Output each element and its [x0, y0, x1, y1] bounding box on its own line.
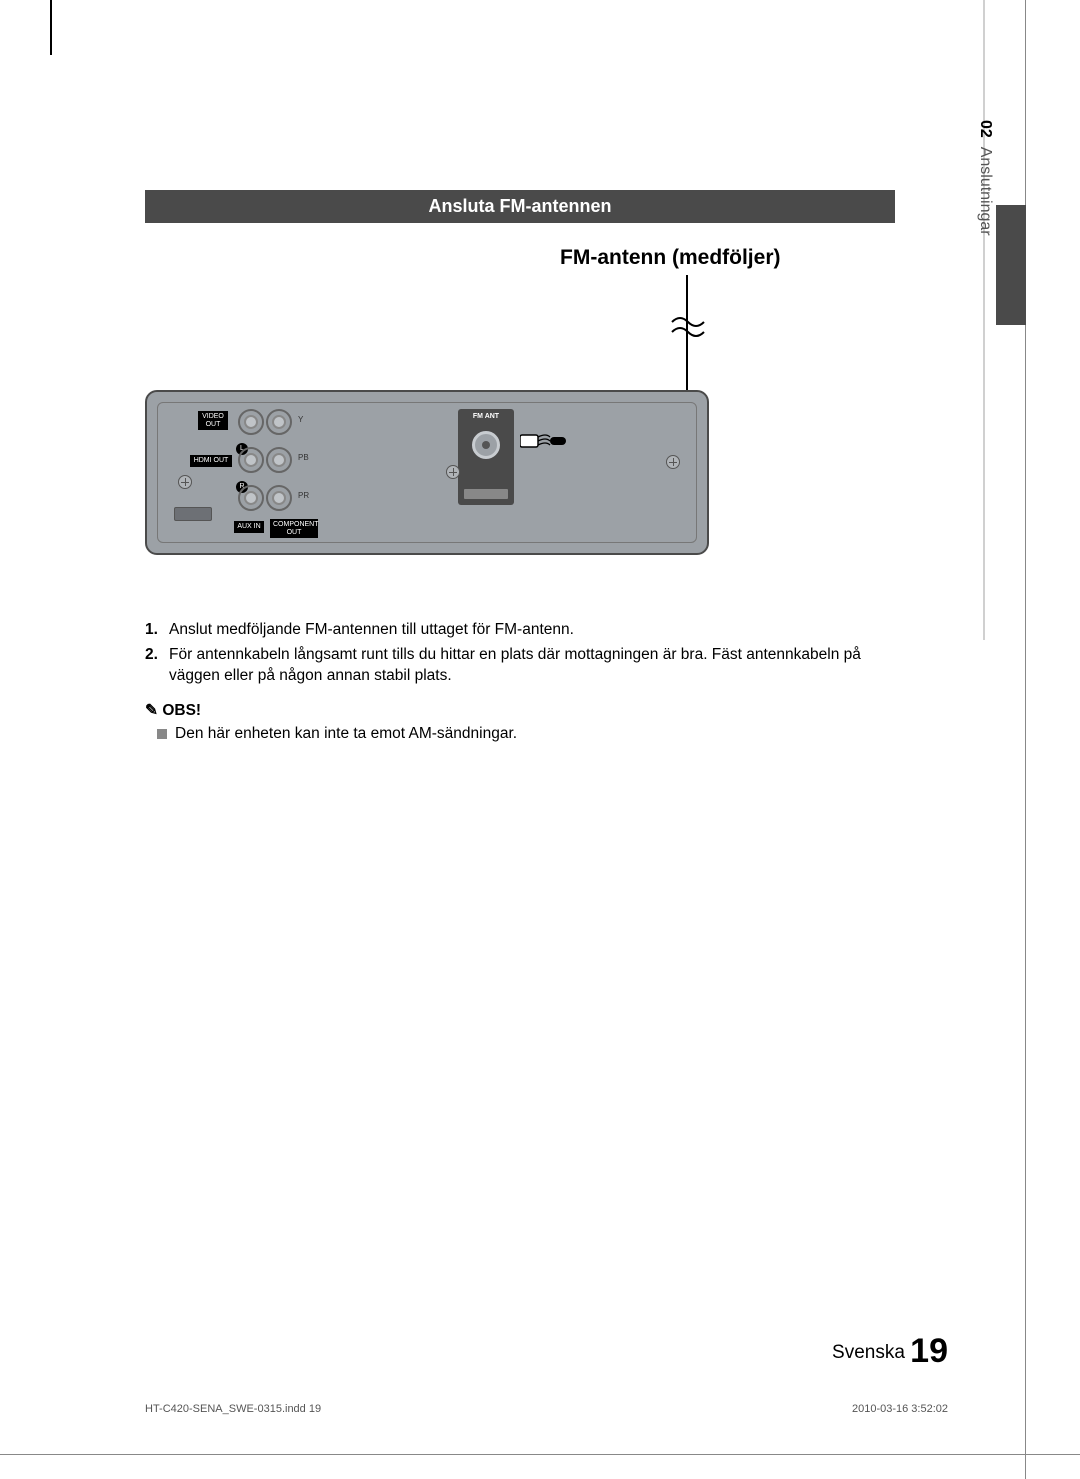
- step-2-text: För antennkabeln långsamt runt tills du …: [169, 645, 895, 687]
- antenna-curl-icon: [670, 310, 706, 346]
- rca-video-row1: [238, 409, 292, 435]
- label-video-out: VIDEOOUT: [198, 411, 228, 430]
- crop-mark-top: [50, 0, 52, 55]
- section-banner: Ansluta FM-antennen: [145, 190, 895, 223]
- side-tab-text: 02 Anslutningar: [976, 120, 994, 236]
- screw-fm-left: [446, 465, 460, 479]
- print-stamp: 2010-03-16 3:52:02: [852, 1403, 948, 1415]
- label-hdmi-out: HDMI OUT: [190, 455, 232, 467]
- side-tab-dark: [996, 205, 1026, 325]
- footer-lang: Svenska: [832, 1342, 905, 1363]
- fm-jack: [472, 431, 500, 459]
- label-fm-ant: FM ANT: [458, 413, 514, 420]
- screw-left: [178, 475, 192, 489]
- print-meta: HT-C420-SENA_SWE-0315.indd 19 2010-03-16…: [145, 1403, 948, 1415]
- step-1-text: Anslut medföljande FM-antennen till utta…: [169, 620, 574, 641]
- step-1: 1. Anslut medföljande FM-antennen till u…: [145, 620, 895, 641]
- label-pr: PR: [298, 491, 309, 500]
- label-component-out: COMPONENTOUT: [270, 519, 318, 538]
- print-file: HT-C420-SENA_SWE-0315.indd 19: [145, 1403, 321, 1415]
- content: Ansluta FM-antennen: [145, 190, 895, 223]
- fm-ant-block: FM ANT: [458, 409, 514, 505]
- fm-plug-icon: [520, 429, 570, 453]
- note-item-1: Den här enheten kan inte ta emot AM-sänd…: [157, 724, 895, 745]
- rca-row3: [238, 485, 292, 511]
- note-bullet-icon: [157, 729, 167, 739]
- screw-right: [666, 455, 680, 469]
- side-tab-label: Anslutningar: [977, 147, 994, 236]
- label-aux-in: AUX IN: [234, 521, 264, 533]
- note-item-1-text: Den här enheten kan inte ta emot AM-sänd…: [175, 724, 517, 745]
- step-2: 2. För antennkabeln långsamt runt tills …: [145, 645, 895, 687]
- hdmi-port: [174, 507, 212, 521]
- step-1-num: 1.: [145, 620, 169, 641]
- note-heading-text: OBS!: [162, 702, 201, 719]
- frame-bottom: [0, 1454, 1080, 1455]
- label-y: Y: [298, 415, 303, 424]
- side-tab-num: 02: [977, 120, 994, 138]
- label-pb: PB: [298, 453, 309, 462]
- footer: Svenska 19: [145, 1332, 948, 1371]
- footer-page: 19: [910, 1332, 948, 1370]
- note-heading: ✎ OBS!: [145, 701, 895, 722]
- body-text: 1. Anslut medföljande FM-antennen till u…: [145, 620, 895, 745]
- device-rear-panel: VIDEOOUT Y HDMI OUT L PB R PR AUX IN COM…: [145, 390, 709, 555]
- antenna-callout: FM-antenn (medföljer): [560, 246, 781, 270]
- side-tab: 02 Anslutningar: [970, 120, 996, 640]
- rca-row2: [238, 447, 292, 473]
- device-inner: VIDEOOUT Y HDMI OUT L PB R PR AUX IN COM…: [157, 402, 697, 543]
- step-2-num: 2.: [145, 645, 169, 687]
- fm-bottom-slot: [464, 489, 508, 499]
